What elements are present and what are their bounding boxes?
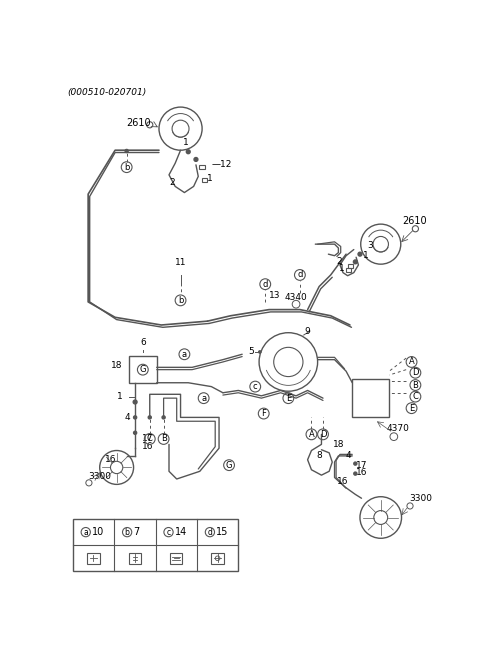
Text: C: C (412, 392, 419, 401)
Text: 17: 17 (356, 460, 368, 470)
Circle shape (162, 416, 165, 419)
Text: c: c (167, 528, 170, 536)
Bar (129, 553, 141, 564)
Text: 2610: 2610 (402, 216, 427, 226)
Bar (348, 264, 353, 268)
Circle shape (194, 157, 198, 161)
Text: d: d (263, 280, 268, 289)
Circle shape (133, 400, 137, 404)
Circle shape (259, 351, 261, 353)
Text: 16: 16 (105, 455, 117, 464)
Text: 1: 1 (183, 138, 189, 147)
Bar (212, 553, 224, 564)
Bar (87, 553, 100, 564)
Bar (129, 356, 156, 383)
Text: b: b (124, 162, 129, 172)
Text: F: F (261, 409, 266, 418)
Text: 14: 14 (175, 527, 187, 537)
Text: 2: 2 (169, 178, 175, 187)
Text: A: A (309, 430, 314, 439)
Text: 3: 3 (368, 241, 373, 250)
Text: 3300: 3300 (409, 494, 432, 503)
Text: d: d (297, 271, 302, 280)
Text: 2: 2 (336, 257, 342, 267)
Text: 4: 4 (125, 413, 131, 422)
Text: a: a (84, 528, 88, 536)
Text: a: a (201, 394, 206, 403)
Text: A: A (408, 358, 414, 366)
Text: 4340: 4340 (285, 293, 307, 302)
Text: 2610: 2610 (127, 119, 151, 128)
Text: 10: 10 (92, 527, 104, 537)
Text: 15: 15 (216, 527, 228, 537)
Bar (202, 178, 207, 182)
Text: 17: 17 (142, 434, 154, 443)
Text: G: G (140, 365, 146, 374)
Text: 13: 13 (269, 291, 281, 300)
Circle shape (148, 416, 151, 419)
Bar (352, 379, 389, 417)
Circle shape (353, 260, 357, 264)
Text: —12: —12 (211, 160, 232, 170)
Circle shape (358, 252, 362, 256)
Circle shape (354, 462, 357, 465)
Text: 16: 16 (337, 477, 348, 486)
Text: E: E (409, 403, 414, 413)
Bar (73, 519, 238, 571)
Text: 1: 1 (117, 392, 123, 401)
Text: 3300: 3300 (88, 472, 111, 481)
Text: B: B (161, 434, 167, 443)
Text: d: d (207, 528, 212, 536)
Text: 1: 1 (339, 264, 345, 273)
Text: 18: 18 (333, 440, 345, 449)
Text: 11: 11 (175, 258, 186, 267)
Text: E: E (286, 394, 291, 403)
Text: G: G (226, 460, 232, 470)
Text: 5: 5 (248, 347, 254, 356)
Bar (199, 165, 205, 169)
Text: 1: 1 (207, 174, 213, 183)
Text: a: a (182, 350, 187, 359)
Bar (170, 553, 182, 564)
Circle shape (125, 149, 128, 153)
Text: C: C (147, 434, 153, 443)
Circle shape (354, 472, 357, 475)
Text: 9: 9 (304, 327, 310, 335)
Text: b: b (178, 296, 183, 305)
Circle shape (133, 431, 137, 434)
Text: 6: 6 (140, 337, 146, 346)
Text: 1: 1 (363, 252, 369, 260)
Text: D: D (320, 430, 326, 439)
Text: b: b (125, 528, 130, 536)
Bar (346, 269, 351, 272)
Text: 7: 7 (133, 527, 140, 537)
Circle shape (133, 416, 137, 419)
Circle shape (186, 150, 190, 154)
Text: 4: 4 (346, 451, 351, 460)
Text: 8: 8 (316, 451, 322, 460)
Text: (000510-020701): (000510-020701) (67, 88, 146, 97)
Text: 4370: 4370 (386, 424, 409, 434)
Text: 16: 16 (356, 468, 368, 477)
Text: B: B (412, 381, 419, 390)
Text: D: D (412, 368, 419, 377)
Text: c: c (253, 382, 258, 391)
Text: 18: 18 (111, 362, 123, 370)
Text: 16: 16 (142, 442, 154, 451)
